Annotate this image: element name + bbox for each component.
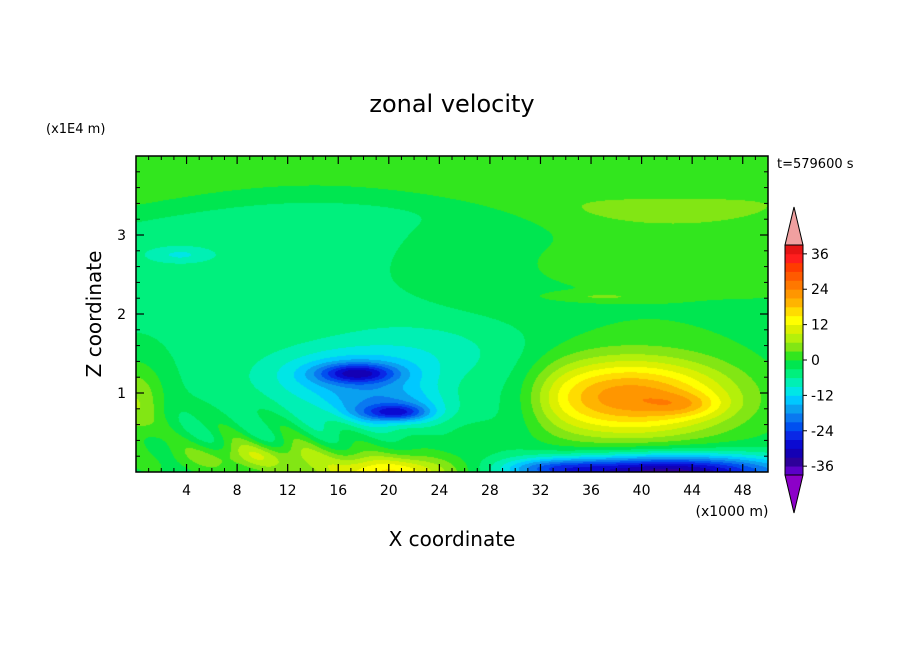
x-axis-label: X coordinate (389, 527, 516, 551)
y-axis-label: Z coordinate (82, 251, 106, 378)
x-tick-label: 32 (532, 483, 550, 499)
colorbar-segment (785, 439, 803, 449)
x-tick-label: 40 (633, 483, 651, 499)
x-tick-label: 20 (380, 483, 398, 499)
contour-field (136, 156, 768, 472)
x-tick-label: 44 (683, 483, 701, 499)
y-axis-ticks: 1 2 3 (117, 171, 768, 457)
colorbar-segment (785, 280, 803, 290)
colorbar-tick-label: -36 (811, 459, 834, 475)
y-tick-label: 3 (117, 228, 126, 244)
x-axis-ticks: 4 8 12 16 20 24 28 32 36 40 44 48 (148, 156, 756, 499)
colorbar-segment (785, 457, 803, 467)
colorbar-extend-max (784, 206, 804, 246)
colorbar-tick-label: 0 (811, 353, 820, 369)
colorbar-segment (785, 404, 803, 414)
x-tick-label: 36 (582, 483, 600, 499)
colorbar-tick-label: -12 (811, 388, 834, 404)
x-tick-label: 48 (734, 483, 752, 499)
colorbar-segment (785, 253, 803, 264)
colorbar-segment (785, 289, 803, 299)
x-axis-unit: (x1000 m) (696, 504, 769, 520)
colorbar-segment (785, 360, 803, 370)
colorbar-segment (785, 315, 803, 326)
colorbar-tick-label: 24 (811, 282, 829, 298)
colorbar-segment (785, 324, 803, 334)
y-axis-unit: (x1E4 m) (46, 122, 105, 137)
colorbar-segment (785, 351, 803, 361)
contour-field-image (136, 156, 768, 472)
x-tick-label: 28 (481, 483, 499, 499)
x-tick-label: 16 (329, 483, 347, 499)
colorbar-segment (785, 413, 803, 423)
colorbar-segment (785, 271, 803, 281)
colorbar: 36 24 12 0 -12 -24 -36 (784, 206, 834, 514)
x-tick-label: 8 (233, 483, 242, 499)
colorbar-segment (785, 262, 803, 272)
colorbar-segment (785, 298, 803, 308)
colorbar-segment (785, 377, 803, 387)
y-tick-label: 2 (117, 307, 126, 323)
colorbar-segment (785, 306, 803, 317)
time-label: t=579600 s (777, 157, 854, 172)
colorbar-segment (785, 448, 803, 458)
x-tick-label: 12 (279, 483, 297, 499)
y-tick-label: 1 (117, 386, 126, 402)
colorbar-segment (785, 421, 803, 432)
colorbar-tick-label: 36 (811, 247, 829, 263)
chart-title: zonal velocity (369, 90, 534, 118)
colorbar-segment (785, 466, 803, 476)
x-tick-label: 24 (430, 483, 448, 499)
colorbar-tick-label: 12 (811, 318, 829, 334)
colorbar-segment (785, 368, 803, 379)
colorbar-segment (785, 245, 803, 255)
colorbar-segment (785, 395, 803, 405)
colorbar-tick-label: -24 (811, 424, 834, 440)
colorbar-segment (785, 386, 803, 396)
colorbar-segment (785, 333, 803, 343)
colorbar-segment (785, 342, 803, 352)
colorbar-segment (785, 430, 803, 441)
x-tick-label: 4 (182, 483, 191, 499)
colorbar-extend-min (784, 474, 804, 514)
